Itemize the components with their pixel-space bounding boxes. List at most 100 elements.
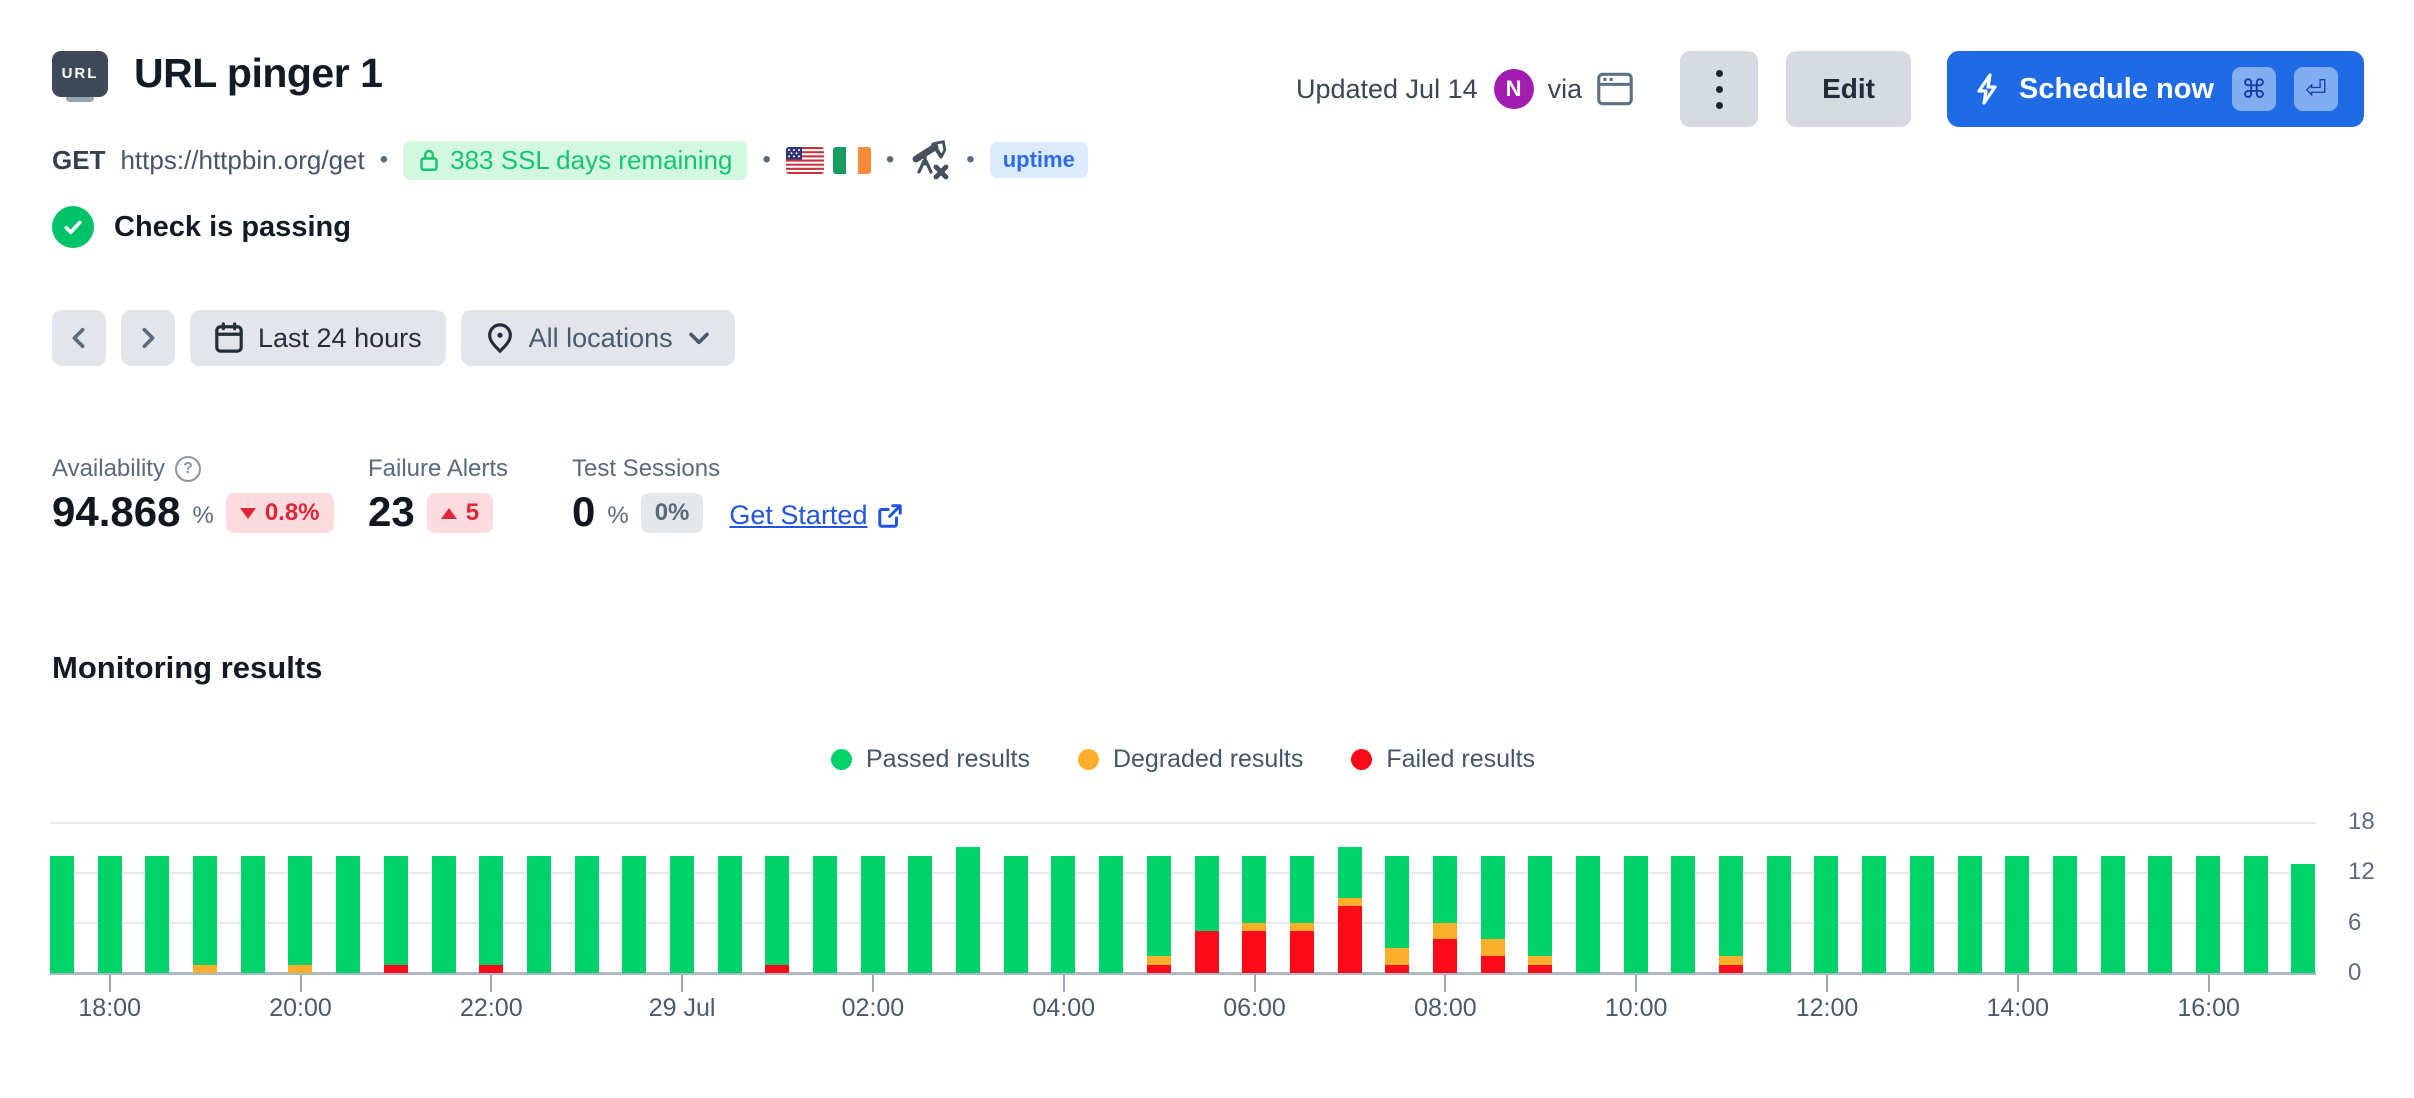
passed-segment bbox=[1623, 855, 1648, 973]
result-bar[interactable] bbox=[1623, 855, 1648, 973]
result-bar[interactable] bbox=[1432, 855, 1457, 973]
x-tick-label: 22:00 bbox=[460, 994, 523, 1022]
passed-segment bbox=[50, 855, 74, 973]
test-sessions-badge: 0% bbox=[640, 493, 704, 533]
x-tick-label: 18:00 bbox=[78, 994, 141, 1022]
result-bar[interactable] bbox=[717, 855, 742, 973]
locations-label: All locations bbox=[528, 322, 673, 353]
section-title: Monitoring results bbox=[52, 650, 323, 685]
more-actions-button[interactable] bbox=[1680, 51, 1759, 127]
result-bar[interactable] bbox=[669, 855, 694, 973]
failed-segment bbox=[1480, 956, 1505, 973]
result-bar[interactable] bbox=[1242, 855, 1267, 973]
result-bar[interactable] bbox=[1003, 855, 1028, 973]
separator-dot: • bbox=[762, 146, 771, 173]
failed-segment bbox=[383, 964, 408, 973]
uptime-tag[interactable]: uptime bbox=[989, 142, 1088, 178]
edit-button[interactable]: Edit bbox=[1786, 51, 1912, 127]
result-bar[interactable] bbox=[145, 855, 170, 973]
result-bar[interactable] bbox=[1051, 855, 1076, 973]
result-bar[interactable] bbox=[2005, 855, 2030, 973]
result-bar[interactable] bbox=[431, 855, 456, 973]
result-bar[interactable] bbox=[1814, 855, 1839, 973]
monitoring-results-chart: 18 12 6 0 18:00 20:00 22:00 29 Jul 02:00 04:00 06… bbox=[50, 808, 2414, 1052]
result-bar[interactable] bbox=[956, 847, 981, 973]
passed-segment bbox=[2100, 855, 2125, 973]
x-tick-mark bbox=[1062, 975, 1065, 992]
x-tick-mark bbox=[2207, 975, 2210, 992]
failed-segment bbox=[1337, 905, 1362, 973]
result-bar[interactable] bbox=[1909, 855, 1934, 973]
result-bar[interactable] bbox=[813, 855, 837, 973]
calendar-icon bbox=[214, 322, 244, 354]
result-bar[interactable] bbox=[1194, 855, 1219, 973]
help-icon[interactable]: ? bbox=[174, 456, 201, 482]
result-bar[interactable] bbox=[526, 855, 551, 973]
degraded-segment bbox=[1480, 939, 1505, 957]
failed-segment bbox=[1432, 939, 1457, 973]
result-bar[interactable] bbox=[574, 855, 599, 973]
time-range-button[interactable]: Last 24 hours bbox=[190, 310, 446, 366]
http-method: GET bbox=[52, 144, 106, 175]
result-bar[interactable] bbox=[1576, 855, 1600, 973]
y-tick-label: 18 bbox=[2348, 808, 2375, 835]
locations-dropdown[interactable]: All locations bbox=[460, 310, 735, 366]
result-bar[interactable] bbox=[1146, 855, 1171, 973]
degraded-segment bbox=[1528, 956, 1553, 965]
result-bar[interactable] bbox=[479, 855, 504, 973]
result-bar[interactable] bbox=[50, 855, 74, 973]
page-title: URL pinger 1 bbox=[134, 50, 383, 96]
failed-segment bbox=[1528, 964, 1553, 973]
result-bar[interactable] bbox=[1766, 855, 1791, 973]
result-bar[interactable] bbox=[2243, 855, 2268, 973]
x-tick-label: 12:00 bbox=[1795, 994, 1859, 1022]
result-bar[interactable] bbox=[1862, 855, 1887, 973]
result-bar[interactable] bbox=[1099, 855, 1124, 973]
result-bar[interactable] bbox=[193, 855, 218, 973]
availability-value: 94.868 bbox=[52, 488, 181, 535]
result-bar[interactable] bbox=[860, 855, 885, 973]
result-bar[interactable] bbox=[765, 855, 790, 973]
result-bar[interactable] bbox=[2148, 855, 2173, 973]
chart-plot-area bbox=[50, 822, 2316, 975]
prev-range-button[interactable] bbox=[52, 310, 106, 366]
status-label: Check is passing bbox=[114, 210, 351, 243]
passed-segment bbox=[1480, 855, 1505, 940]
result-bar[interactable] bbox=[1337, 847, 1362, 973]
result-bar[interactable] bbox=[240, 855, 265, 973]
us-flag-icon bbox=[785, 146, 824, 174]
x-tick-mark bbox=[681, 975, 684, 992]
result-bar[interactable] bbox=[1528, 855, 1553, 973]
result-bar[interactable] bbox=[1480, 855, 1505, 973]
result-bar[interactable] bbox=[1385, 855, 1410, 973]
lock-icon bbox=[418, 148, 440, 172]
x-tick-mark bbox=[1253, 975, 1256, 992]
result-bar[interactable] bbox=[2195, 855, 2220, 973]
result-bar[interactable] bbox=[1289, 855, 1314, 973]
next-range-button[interactable] bbox=[121, 310, 175, 366]
legend-item-passed[interactable]: Passed results bbox=[830, 745, 1030, 774]
passed-segment bbox=[1957, 855, 1982, 973]
result-bar[interactable] bbox=[2052, 855, 2077, 973]
result-bar[interactable] bbox=[1671, 855, 1696, 973]
result-bar[interactable] bbox=[908, 855, 933, 973]
passed-segment bbox=[1814, 855, 1839, 973]
result-bar[interactable] bbox=[1957, 855, 1982, 973]
legend-item-degraded[interactable]: Degraded results bbox=[1077, 745, 1303, 774]
passed-segment bbox=[956, 847, 981, 973]
url-chip-label: URL bbox=[61, 65, 99, 82]
result-bar[interactable] bbox=[2291, 863, 2316, 973]
failed-segment bbox=[1385, 964, 1410, 973]
result-bar[interactable] bbox=[2100, 855, 2125, 973]
result-bar[interactable] bbox=[383, 855, 408, 973]
result-bar[interactable] bbox=[622, 855, 647, 973]
get-started-link[interactable]: Get Started bbox=[729, 500, 903, 533]
legend-item-failed[interactable]: Failed results bbox=[1351, 745, 1535, 774]
result-bar[interactable] bbox=[97, 855, 122, 973]
result-bar[interactable] bbox=[336, 855, 361, 973]
separator-dot: • bbox=[379, 146, 389, 173]
schedule-now-button[interactable]: Schedule now ⌘ ⏎ bbox=[1947, 51, 2364, 127]
result-bar[interactable] bbox=[288, 855, 313, 973]
y-tick-label: 0 bbox=[2348, 959, 2362, 986]
result-bar[interactable] bbox=[1719, 855, 1744, 973]
